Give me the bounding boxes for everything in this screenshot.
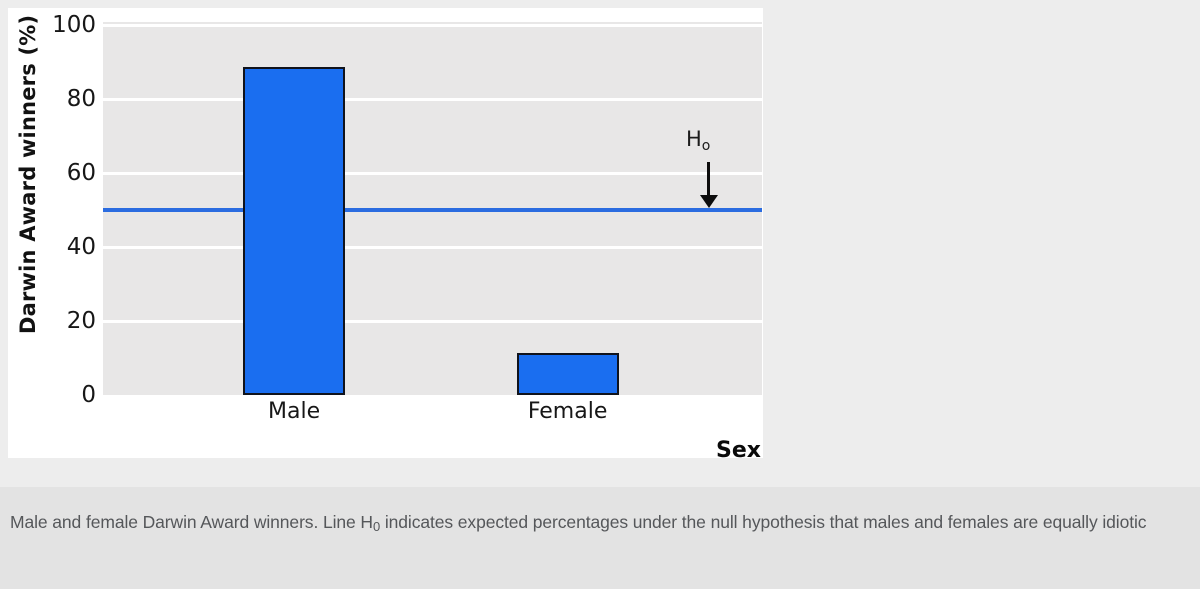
down-arrow-stem: [707, 162, 710, 196]
y-tick-label-100: 100: [52, 12, 96, 38]
down-arrow-head-icon: [700, 195, 718, 208]
h0-subscript: o: [701, 138, 711, 154]
bar-female: [516, 353, 619, 395]
x-tick-label-male: Male: [268, 399, 321, 424]
bar-male: [243, 66, 346, 395]
caption-h0-subscript: 0: [372, 519, 381, 534]
caption-suffix: indicates expected percentages under the…: [380, 512, 1147, 532]
gridline-40: [103, 245, 762, 249]
gridline-60: [103, 171, 762, 175]
gridline-80: [103, 97, 762, 101]
y-tick-label-20: 20: [66, 308, 96, 334]
y-tick-label-40: 40: [66, 234, 96, 260]
caption-prefix: Male and female Darwin Award winners. Li…: [10, 512, 373, 532]
gridline-100: [103, 23, 762, 27]
figure-caption-band: Male and female Darwin Award winners. Li…: [0, 487, 1200, 589]
figure-caption: Male and female Darwin Award winners. Li…: [0, 487, 1200, 544]
gridline-20: [103, 319, 762, 323]
y-tick-label-0: 0: [81, 382, 96, 408]
h0-main-text: H: [686, 127, 702, 151]
chart-figure-panel: Darwin Award winners (%) 0 20 40 60 80 100 Ho…: [8, 8, 763, 463]
x-axis-title: Sex: [716, 438, 761, 463]
y-tick-label-80: 80: [66, 86, 96, 112]
h0-annotation-label: Ho: [686, 127, 710, 154]
null-hypothesis-line: [103, 208, 762, 212]
x-tick-label-female: Female: [527, 399, 608, 424]
plot-area: Ho: [103, 22, 762, 395]
y-tick-label-60: 60: [66, 160, 96, 186]
